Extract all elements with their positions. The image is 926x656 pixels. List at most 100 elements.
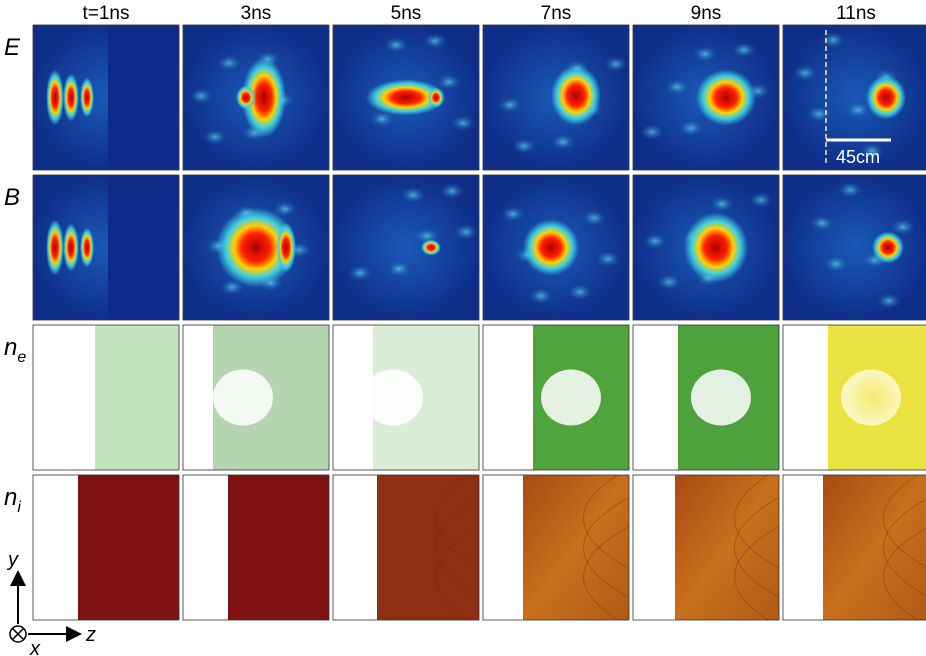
density xyxy=(95,325,179,470)
blob xyxy=(891,219,915,235)
panel-content xyxy=(783,475,926,620)
blob xyxy=(596,251,620,267)
panel-content xyxy=(33,25,179,170)
blob xyxy=(46,219,64,276)
wave xyxy=(435,526,479,620)
panel xyxy=(632,174,780,321)
panel-content xyxy=(483,475,629,620)
axis-label: z xyxy=(85,624,96,646)
blob xyxy=(421,239,441,256)
panel-bg xyxy=(108,175,179,320)
panel xyxy=(32,174,180,321)
panel-content xyxy=(633,25,779,170)
panel-content xyxy=(183,325,329,470)
blob xyxy=(451,115,475,131)
panel-content xyxy=(783,325,926,470)
panel-content xyxy=(633,475,779,620)
panel-border xyxy=(182,324,330,471)
blob xyxy=(860,143,884,159)
panel-border xyxy=(182,474,330,621)
panel-border xyxy=(332,474,480,621)
row-symbol: E xyxy=(4,34,21,61)
panel-border xyxy=(632,24,780,171)
panel-content xyxy=(183,25,329,170)
blob xyxy=(821,32,845,48)
blob xyxy=(387,261,411,277)
row-label: B xyxy=(4,184,20,211)
panel xyxy=(482,174,630,321)
panel-border xyxy=(782,24,926,171)
wave xyxy=(435,497,479,598)
panel-border xyxy=(182,24,330,171)
panel-content: 45cm xyxy=(783,25,926,170)
panel xyxy=(32,24,180,171)
wave xyxy=(734,475,779,569)
panel xyxy=(32,474,180,621)
blob xyxy=(551,134,575,150)
blob xyxy=(80,77,94,118)
blob xyxy=(384,37,408,53)
blob xyxy=(454,224,478,240)
column-label: 7ns xyxy=(541,3,572,24)
panel-content xyxy=(633,175,779,320)
panel xyxy=(32,324,180,471)
blob xyxy=(807,106,831,122)
panel-border xyxy=(782,324,926,471)
panel-border xyxy=(632,474,780,621)
blob xyxy=(242,57,286,138)
panel: 45cm xyxy=(782,24,926,171)
ion-density xyxy=(78,475,179,620)
blob xyxy=(551,65,601,126)
column-label: 9ns xyxy=(691,3,722,24)
column-label: 3ns xyxy=(241,3,272,24)
column-label: 5ns xyxy=(391,3,422,24)
blob xyxy=(684,212,748,283)
panel xyxy=(632,474,780,621)
panel xyxy=(482,474,630,621)
panel-border xyxy=(482,174,630,321)
scale-bar-label: 45cm xyxy=(836,147,880,167)
ion-density xyxy=(377,475,479,620)
blob xyxy=(568,284,592,300)
blob xyxy=(529,288,553,304)
blob xyxy=(833,357,913,438)
row-subscript: e xyxy=(17,349,26,366)
blob xyxy=(523,219,579,276)
ion-density xyxy=(823,475,926,620)
wave xyxy=(583,475,629,569)
row-subscript: i xyxy=(17,499,21,516)
panel-content xyxy=(33,175,179,320)
panel-border xyxy=(482,324,630,471)
wave xyxy=(883,475,926,568)
blob xyxy=(643,233,667,249)
blob xyxy=(276,222,296,273)
blob xyxy=(732,42,756,58)
blob xyxy=(501,206,525,222)
panel-content xyxy=(33,325,179,470)
panel xyxy=(182,174,330,321)
wave xyxy=(583,526,629,620)
blob xyxy=(273,201,297,217)
blob xyxy=(838,182,862,198)
ion-density xyxy=(523,475,629,620)
blob xyxy=(236,85,256,110)
panel xyxy=(482,324,630,471)
row-symbol: n xyxy=(4,484,17,511)
panel-bg xyxy=(108,25,179,170)
blob xyxy=(440,183,464,199)
blob xyxy=(217,55,241,71)
wave xyxy=(883,498,926,597)
row-label: ni xyxy=(4,484,21,516)
blob xyxy=(370,111,394,127)
blob xyxy=(80,227,94,268)
wave xyxy=(734,526,779,620)
blob xyxy=(640,124,664,140)
blob xyxy=(866,75,906,120)
panel-border xyxy=(782,174,926,321)
panel-content xyxy=(483,325,629,470)
blob xyxy=(512,138,536,154)
panels: 45cm xyxy=(32,24,926,621)
ion-density xyxy=(228,475,329,620)
panel xyxy=(182,24,330,171)
